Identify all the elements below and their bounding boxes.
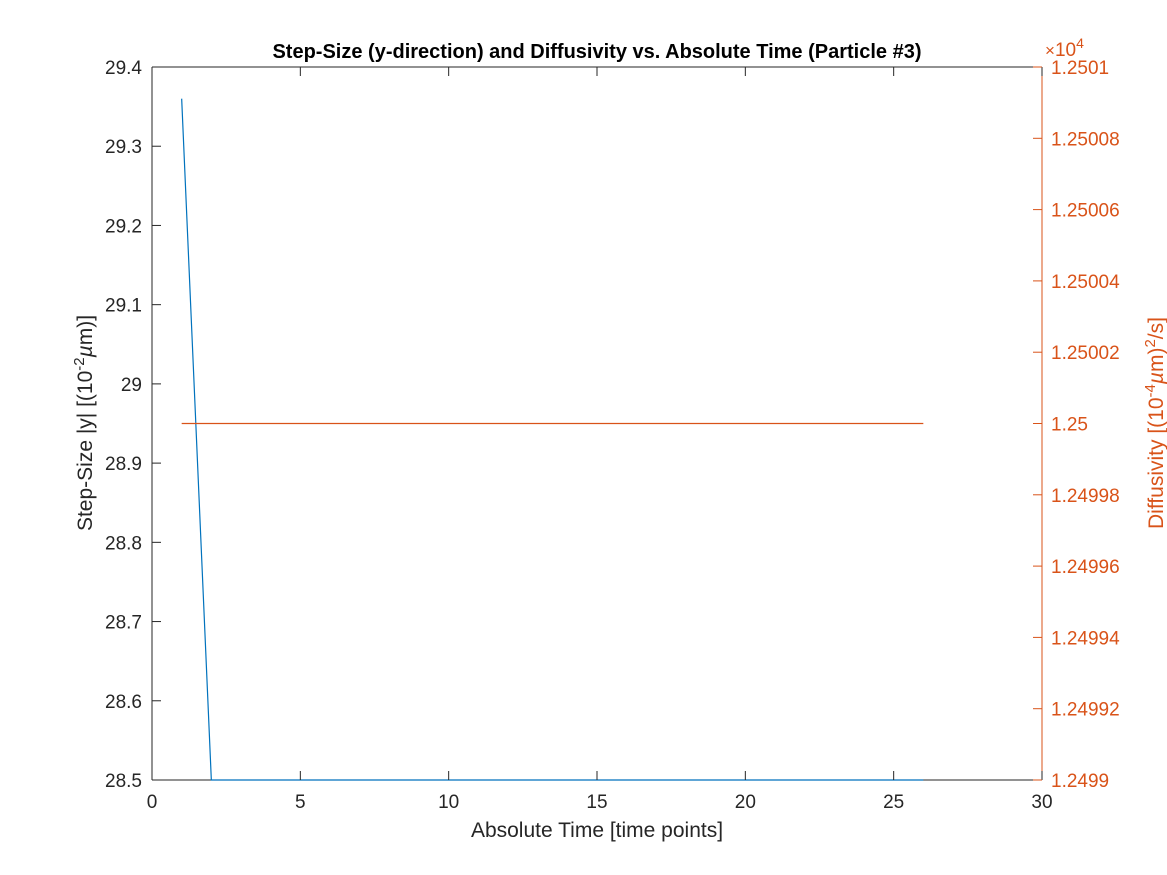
right-y-tick-label: 1.24998 xyxy=(1051,486,1120,507)
x-tick-label: 0 xyxy=(147,792,158,813)
series-layer xyxy=(181,98,924,781)
right-y-tick-label: 1.24996 xyxy=(1051,557,1120,578)
right-axis-exponent-label: ×104 xyxy=(1045,35,1084,61)
right-y-tick-label: 1.25004 xyxy=(1051,272,1120,293)
left-y-tick-label: 29.2 xyxy=(105,216,142,237)
x-tick-label: 25 xyxy=(883,792,904,813)
right-y-tick-label: 1.2501 xyxy=(1051,58,1109,79)
x-tick-label: 5 xyxy=(295,792,306,813)
x-axis: 0 5 10 15 20 25 30 xyxy=(147,67,1053,813)
left-y-tick-label: 29.4 xyxy=(105,58,142,79)
right-y-tick-label: 1.25008 xyxy=(1051,129,1120,150)
left-y-axis-label: Step-Size |y| [(10-2µm)] xyxy=(71,315,97,531)
right-y-tick-label: 1.25002 xyxy=(1051,343,1120,364)
chart-title: Step-Size (y-direction) and Diffusivity … xyxy=(272,41,921,63)
x-tick-label: 10 xyxy=(438,792,459,813)
left-y-tick-label: 28.8 xyxy=(105,533,142,554)
left-y-tick-label: 28.5 xyxy=(105,771,142,792)
right-y-tick-label: 1.25 xyxy=(1051,415,1088,436)
left-y-tick-label: 28.6 xyxy=(105,692,142,713)
left-y-tick-label: 29.1 xyxy=(105,296,142,317)
left-y-axis: 28.5 28.6 28.7 28.8 28.9 29 29.1 29.2 29.3 29.4 xyxy=(105,58,161,792)
right-y-axis-label: Diffusivity [(10-4µm)2/s] xyxy=(1142,317,1167,529)
x-tick-label: 30 xyxy=(1031,792,1052,813)
step-size-series-line xyxy=(181,98,924,781)
right-y-axis: 1.2499 1.24992 1.24994 1.24996 1.24998 1.25 1.… xyxy=(1033,58,1120,792)
left-y-tick-label: 29.3 xyxy=(105,137,142,158)
right-y-tick-label: 1.24992 xyxy=(1051,700,1120,721)
x-axis-label: Absolute Time [time points] xyxy=(471,819,723,842)
x-tick-label: 20 xyxy=(735,792,756,813)
x-tick-label: 15 xyxy=(586,792,607,813)
left-y-tick-label: 28.9 xyxy=(105,454,142,475)
right-y-tick-label: 1.25006 xyxy=(1051,201,1120,222)
right-y-tick-label: 1.2499 xyxy=(1051,771,1109,792)
left-y-tick-label: 28.7 xyxy=(105,613,142,634)
left-y-tick-label: 29 xyxy=(121,375,142,396)
right-y-tick-label: 1.24994 xyxy=(1051,628,1120,649)
